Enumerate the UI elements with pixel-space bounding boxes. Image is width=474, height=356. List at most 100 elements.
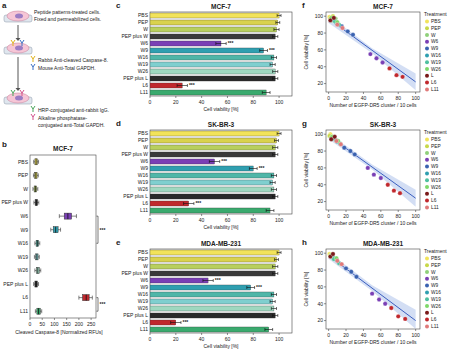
median — [37, 240, 38, 246]
error-bar — [266, 209, 274, 212]
panel-label: f — [302, 1, 305, 10]
tick-label: 80 — [395, 332, 401, 338]
whisker-cap — [92, 296, 93, 300]
category-label: L11 — [140, 89, 148, 95]
legend-label: L — [431, 310, 434, 315]
legend-swatch — [425, 137, 429, 141]
box — [64, 213, 71, 219]
antibody-icon — [11, 40, 15, 46]
axis-label: Cell viability [%] — [203, 224, 239, 230]
axis-label: Cell viability [%] — [303, 152, 309, 188]
error-bar — [216, 42, 226, 45]
legend-label: L6 — [431, 317, 437, 322]
median — [36, 281, 37, 287]
confidence-band — [329, 133, 416, 206]
error-bar — [271, 174, 276, 177]
legend-swatch — [425, 324, 429, 328]
title: SK-BR-3 — [370, 121, 397, 128]
reagent-text: Mouse Anti-Total GAPDH. — [38, 65, 96, 71]
antibody-icon — [31, 106, 35, 112]
point — [342, 145, 346, 149]
tick-label: 20 — [173, 217, 179, 223]
tick — [324, 320, 326, 321]
tick — [324, 151, 326, 152]
point — [351, 33, 355, 37]
point — [377, 297, 381, 301]
legend-label: W16 — [431, 290, 441, 295]
tick-label: 100 — [50, 321, 59, 327]
title: SK-BR-3 — [208, 121, 235, 128]
tick-label: 150 — [62, 321, 71, 327]
legend-swatch — [425, 304, 429, 308]
error-bar — [262, 91, 270, 94]
point — [368, 52, 372, 56]
box — [35, 281, 37, 287]
legend-swatch — [425, 26, 429, 30]
tick-label: 250 — [87, 321, 96, 327]
legend-label: PBS — [431, 137, 441, 142]
legend-label: W9 — [431, 46, 439, 51]
whisker-cap — [34, 241, 35, 245]
antibody-icon — [11, 90, 15, 96]
bar — [150, 166, 253, 171]
legend-label: W9 — [431, 164, 439, 169]
tick-label: 0 — [149, 99, 152, 105]
point — [387, 66, 391, 70]
significance-label: *** — [100, 227, 106, 233]
arrow-head — [16, 88, 21, 91]
point — [348, 149, 352, 153]
legend-label: W16 — [431, 171, 441, 176]
whisker-cap — [34, 255, 35, 259]
error-bar — [270, 300, 275, 303]
cell — [7, 93, 29, 103]
tick-label: 40 — [361, 213, 367, 219]
axis-label: Number of EGFP-DR5 cluster / 10 cells — [329, 102, 417, 108]
category-label: L6 — [142, 319, 148, 325]
point — [354, 275, 358, 279]
legend-label: W9 — [431, 283, 439, 288]
error-bar — [271, 293, 276, 296]
antibody-icon — [31, 56, 35, 62]
category-label: W6 — [141, 40, 149, 46]
category-label: W19 — [138, 61, 149, 67]
category-label: L6 — [142, 200, 148, 206]
title: MDA-MB-231 — [201, 240, 241, 247]
box — [35, 159, 37, 165]
box — [35, 172, 37, 178]
tick — [324, 184, 326, 185]
axis-label: Cleaved Caspase-8 [Normalized RFUs] — [15, 329, 103, 335]
bar — [150, 41, 221, 46]
category-label: W26 — [138, 186, 149, 192]
title: MCF-7 — [211, 3, 231, 10]
category-label: W16 — [138, 172, 149, 178]
tick-label: 60 — [225, 336, 231, 342]
tick-label: 80 — [250, 99, 256, 105]
tick-label: 40 — [199, 217, 205, 223]
tick-label: 20 — [343, 95, 349, 101]
bar — [150, 306, 274, 311]
legend-swatch — [425, 87, 429, 91]
tick-label: 20 — [173, 99, 179, 105]
category-label: W6 — [21, 213, 29, 219]
bar — [150, 55, 274, 60]
whisker-cap — [38, 282, 39, 286]
tick-label: 80 — [317, 148, 323, 154]
median — [36, 200, 37, 206]
whisker-cap — [33, 173, 34, 177]
tick-label: 60 — [225, 217, 231, 223]
bars — [150, 13, 281, 95]
tick-label: 80 — [317, 267, 323, 273]
significance-bracket — [97, 298, 99, 312]
axis-label: Number of EGFP-DR5 cluster / 10 cells — [329, 220, 417, 226]
legend-label: L — [431, 73, 434, 78]
significance-label: *** — [182, 319, 188, 325]
category-label: PEP plus W — [121, 33, 148, 39]
tick-label: 60 — [225, 99, 231, 105]
plot-area — [327, 132, 415, 207]
significance-label: *** — [195, 200, 201, 206]
legend-label: W6 — [431, 157, 439, 162]
legend-label: W — [431, 151, 436, 156]
error-bar — [273, 272, 278, 275]
tick — [324, 167, 326, 168]
median — [38, 308, 39, 314]
